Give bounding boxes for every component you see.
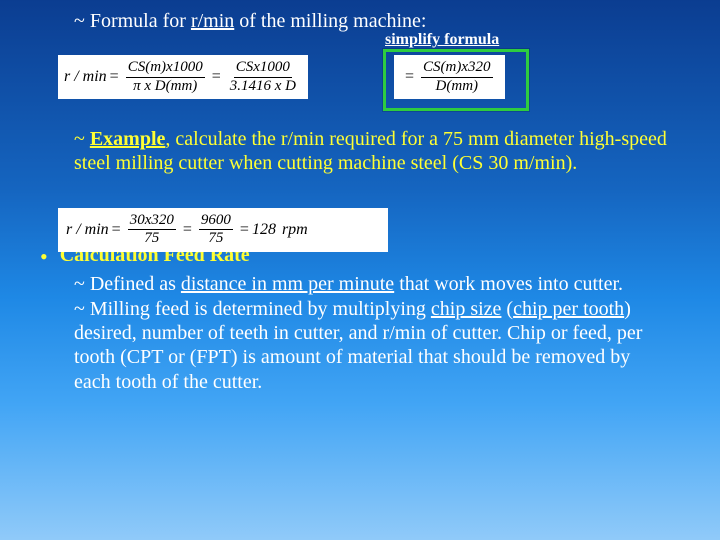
formula1-frac1-num: CS(m)x1000 <box>126 60 205 78</box>
feed-defined-prefix: ~ Defined as <box>74 273 181 295</box>
formula3-frac2-num: 9600 <box>199 213 233 231</box>
feed-milling-line: ~ Milling feed is determined by multiply… <box>74 297 670 395</box>
feed-defined-underlined: distance in mm per minute <box>181 273 394 295</box>
feed-defined-line: ~ Defined as distance in mm per minute t… <box>74 272 670 296</box>
formula1-eq1: = <box>110 68 119 86</box>
formula3-lhs: r / min <box>66 221 109 239</box>
formula-intro-prefix: ~ Formula for <box>74 10 191 32</box>
slide-container: ~ Formula for r/min of the milling machi… <box>0 0 720 540</box>
example-prefix: ~ <box>74 128 90 150</box>
simplify-label: simplify formula <box>385 31 690 49</box>
formula3-eq2: = <box>183 221 192 239</box>
formula2-eq: = <box>405 68 414 86</box>
formula3-frac2: 9600 75 <box>199 213 233 248</box>
formula3-frac2-den: 75 <box>206 230 225 247</box>
feed-milling-u1: chip size <box>431 298 502 320</box>
feed-defined-suffix: that work moves into cutter. <box>394 273 623 295</box>
formula1-frac1: CS(m)x1000 π x D(mm) <box>126 60 205 95</box>
formula-row-1: r / min = CS(m)x1000 π x D(mm) = CSx1000… <box>58 55 690 107</box>
formula3-eq3: = <box>240 221 249 239</box>
formula-image-3: r / min = 30x320 75 = 9600 75 = 128 rpm <box>58 208 388 252</box>
formula1-lhs: r / min <box>64 68 107 86</box>
feed-milling-prefix: ~ Milling feed is determined by multiply… <box>74 298 431 320</box>
feed-block: ~ Defined as distance in mm per minute t… <box>74 272 670 394</box>
formula3-result: 128 <box>252 221 276 239</box>
example-heading: Example <box>90 128 166 150</box>
formula2-frac: CS(m)x320 D(mm) <box>421 60 493 95</box>
formula2-den: D(mm) <box>434 78 481 95</box>
example-block: ~ Example, calculate the r/min required … <box>74 127 670 176</box>
formula3-frac1-num: 30x320 <box>128 213 176 231</box>
formula1-eq2: = <box>212 68 221 86</box>
formula-image-2: = CS(m)x320 D(mm) <box>394 55 505 99</box>
formula3-frac1-den: 75 <box>142 230 161 247</box>
feed-milling-u2: chip per tooth <box>513 298 624 320</box>
formula3-unit: rpm <box>282 221 308 239</box>
formula3-eq1: = <box>112 221 121 239</box>
bullet-icon: • <box>40 244 48 270</box>
formula-image-1: r / min = CS(m)x1000 π x D(mm) = CSx1000… <box>58 55 308 99</box>
formula3-frac1: 30x320 75 <box>128 213 176 248</box>
formula-intro-line: ~ Formula for r/min of the milling machi… <box>74 10 690 33</box>
formula-row-2: r / min = 30x320 75 = 9600 75 = 128 rpm <box>58 208 690 256</box>
formula1-frac2-num: CSx1000 <box>234 60 292 78</box>
formula-intro-underline: r/min <box>191 10 234 32</box>
formula1-frac2-den: 3.1416 x D <box>228 78 298 95</box>
formula2-num: CS(m)x320 <box>421 60 493 78</box>
formula1-frac2: CSx1000 3.1416 x D <box>228 60 298 95</box>
formula-intro-suffix: of the milling machine: <box>234 10 426 32</box>
feed-milling-between: ( <box>501 298 513 320</box>
formula1-frac1-den: π x D(mm) <box>131 78 199 95</box>
